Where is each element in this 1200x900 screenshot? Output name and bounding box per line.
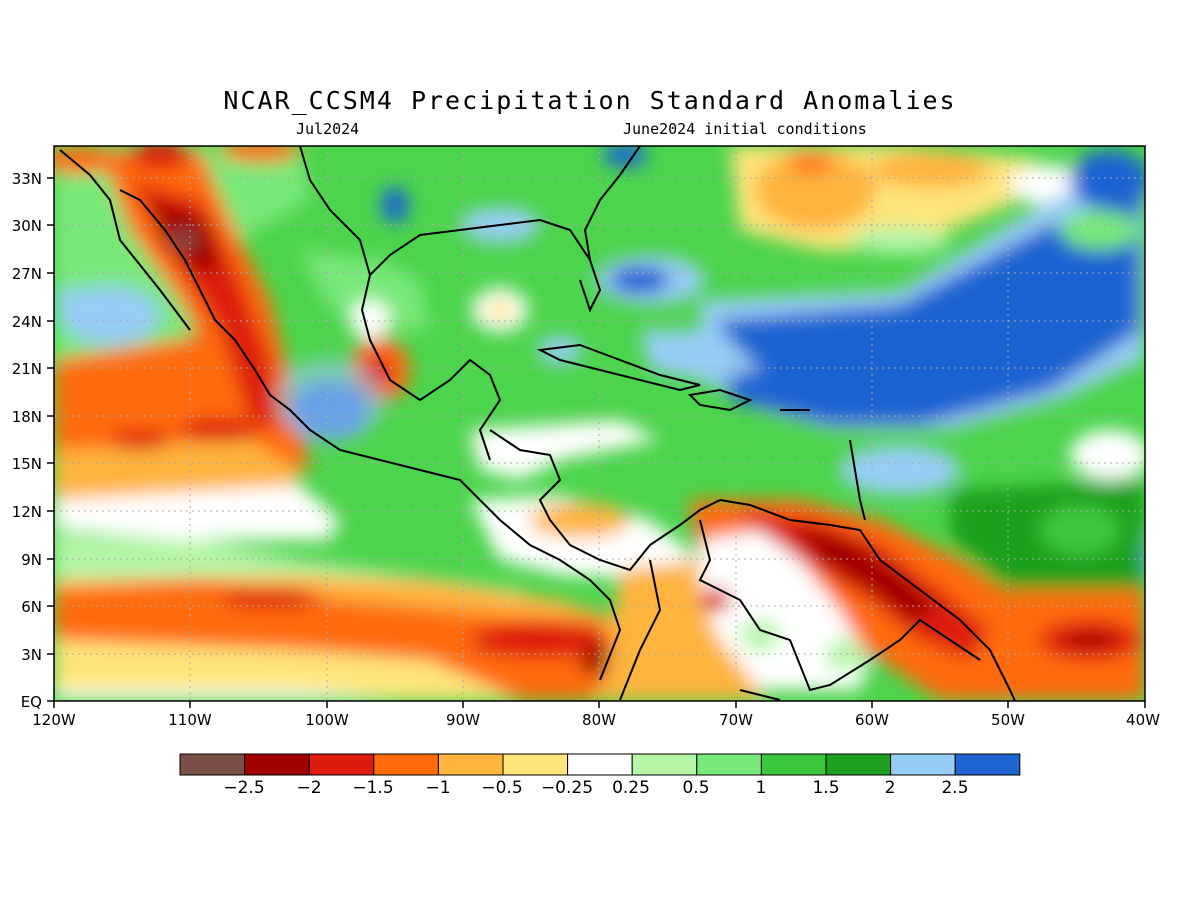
colorbar-label: 1 <box>756 778 767 798</box>
x-tick-label: 40W <box>1126 711 1160 729</box>
colorbar-swatch <box>760 753 827 776</box>
axis-ticks <box>47 177 1146 708</box>
initial-conditions: June2024 initial conditions <box>623 120 867 138</box>
x-tick-label: 60W <box>855 711 889 729</box>
coastlines <box>59 146 1016 701</box>
colorbar-swatch <box>696 753 762 776</box>
colorbar-label: −1.5 <box>352 778 393 798</box>
y-tick-label: 9N <box>21 551 42 569</box>
y-tick-label: EQ <box>21 693 42 711</box>
colorbar-labels: −2.5 −2 −1.5 −1 −0.5 −0.25 0.25 0.5 1 1.… <box>223 778 968 798</box>
x-tick-label: 50W <box>991 711 1025 729</box>
colorbar-swatch <box>890 753 956 776</box>
valid-month: Jul2024 <box>296 120 360 138</box>
x-tick-label: 90W <box>446 711 480 729</box>
anomaly-field <box>54 146 1145 701</box>
x-axis-labels: 120W 110W 100W 90W 80W 70W 60W 50W 40W <box>32 711 1160 729</box>
y-tick-label: 30N <box>12 217 42 235</box>
colorbar-swatch <box>437 753 504 776</box>
chart-title: NCAR_CCSM4 Precipitation Standard Anomal… <box>223 86 957 115</box>
colorbar-swatch <box>567 753 633 776</box>
colorbar-swatch <box>825 753 892 776</box>
y-tick-label: 15N <box>12 455 42 473</box>
y-tick-label: 18N <box>12 408 42 426</box>
colorbar-label: −2.5 <box>223 778 264 798</box>
x-tick-label: 110W <box>168 711 212 729</box>
colorbar-swatch <box>179 753 246 776</box>
colorbar-swatch <box>954 753 1021 776</box>
x-tick-label: 70W <box>719 711 753 729</box>
colorbar-label: −0.25 <box>541 778 593 798</box>
y-tick-label: 12N <box>12 503 42 521</box>
colorbar-swatch <box>308 753 375 776</box>
colorbar <box>179 753 1021 776</box>
y-tick-label: 21N <box>12 360 42 378</box>
colorbar-label: 2.5 <box>941 778 968 798</box>
colorbar-label: −2 <box>296 778 321 798</box>
y-tick-label: 24N <box>12 313 42 331</box>
x-tick-label: 80W <box>582 711 616 729</box>
colorbar-swatch <box>373 753 439 776</box>
colorbar-label: 0.5 <box>682 778 709 798</box>
y-tick-label: 33N <box>12 170 42 188</box>
colorbar-label: 1.5 <box>812 778 839 798</box>
y-tick-label: 27N <box>12 265 42 283</box>
colorbar-label: 0.25 <box>612 778 650 798</box>
colorbar-label: 2 <box>885 778 896 798</box>
colorbar-swatch <box>502 753 569 776</box>
colorbar-swatch <box>631 753 698 776</box>
y-axis-labels: EQ 3N 6N 9N 12N 15N 18N 21N 24N 27N 30N … <box>12 170 42 711</box>
colorbar-label: −1 <box>425 778 450 798</box>
gridlines <box>54 146 1145 701</box>
colorbar-label: −0.5 <box>481 778 522 798</box>
colorbar-swatch <box>244 753 310 776</box>
x-tick-label: 120W <box>32 711 76 729</box>
y-tick-label: 6N <box>21 598 42 616</box>
x-tick-label: 100W <box>305 711 349 729</box>
y-tick-label: 3N <box>21 646 42 664</box>
